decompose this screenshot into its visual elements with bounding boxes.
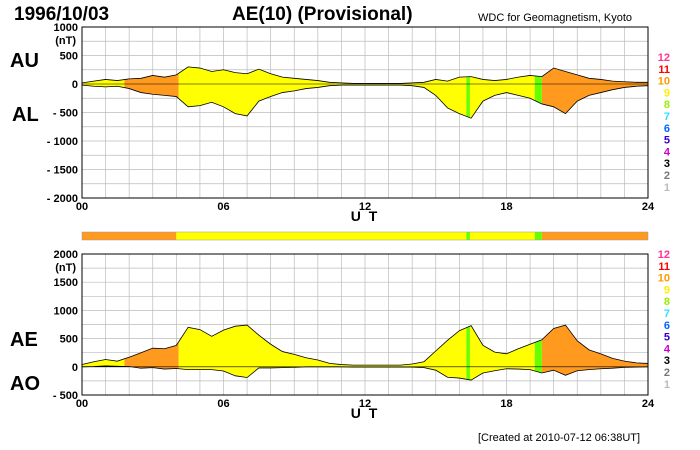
legend-level-2: 2 [664,367,670,379]
chart-title: AE(10) (Provisional) [232,4,413,25]
fill-segment [466,66,470,119]
ae-label: AE [10,329,38,351]
fill-segment [466,325,470,381]
legend-level-1: 1 [664,182,670,194]
activity-bar-segment [541,232,648,240]
y-axis-unit: (nT) [55,262,76,274]
fill-segment [534,325,542,381]
legend-level-6: 6 [664,320,670,332]
legend-level-8: 8 [664,296,670,308]
activity-bar-segment [466,232,470,240]
y-tick-label: 500 [60,51,78,63]
x-tick-label: 06 [217,201,229,213]
activity-bar-segment [534,232,542,240]
legend-level-10: 10 [658,76,670,88]
series-line-AU [81,66,648,84]
y-tick-label: - 1000 [47,136,78,148]
x-tick-label: 00 [76,398,88,410]
legend-level-2: 2 [664,170,670,182]
y-axis-unit: (nT) [55,35,76,47]
y-tick-label: 0 [72,79,78,91]
x-tick-label: 12 [359,398,371,410]
y-tick-label: - 1500 [47,165,78,177]
legend-level-5: 5 [664,135,670,147]
x-tick-label: 18 [500,398,512,410]
y-tick-label: 0 [72,362,78,374]
legend-level-1: 1 [664,379,670,391]
legend-level-6: 6 [664,123,670,135]
legend-level-12: 12 [658,249,670,261]
legend-level-8: 8 [664,99,670,111]
legend-level-4: 4 [664,343,671,355]
y-tick-label: - 2000 [47,193,78,205]
date-label: 1996/10/03 [14,4,110,25]
panel-2 [81,253,649,396]
activity-bar-segment [82,232,177,240]
legend-level-9: 9 [664,284,670,296]
activity-bar-frame [81,231,649,241]
x-tick-label: 24 [642,398,655,410]
y-tick-label: - 500 [53,390,78,402]
plot-frame [81,26,649,199]
legend-level-3: 3 [664,158,670,170]
x-axis-label: U T [351,405,380,421]
x-axis-label: U T [351,208,380,224]
x-tick-label: 12 [359,201,371,213]
y-tick-label: 500 [60,334,78,346]
activity-bar-segment [469,232,535,240]
ao-label: AO [10,373,40,395]
x-tick-label: 24 [642,201,655,213]
y-tick-label: 1000 [54,22,78,34]
fill-segment [534,66,542,119]
legend-level-12: 12 [658,52,670,64]
legend-level-7: 7 [664,111,670,123]
legend-level-5: 5 [664,332,670,344]
legend-level-3: 3 [664,355,670,367]
plot-frame [81,253,649,396]
x-tick-label: 18 [500,201,512,213]
legend-level-10: 10 [658,273,670,285]
au-label: AU [10,50,39,72]
legend-level-11: 11 [658,261,670,273]
y-tick-label: 2000 [54,249,78,261]
x-tick-label: 00 [76,201,88,213]
series-line-AL [81,84,649,119]
al-label: AL [12,104,39,126]
series-line-AE [81,324,649,366]
legend-level-4: 4 [664,146,671,158]
organization-label: WDC for Geomagnetism, Kyoto [478,12,633,24]
legend-level-9: 9 [664,87,670,99]
y-tick-label: 1000 [54,305,78,317]
panel-1 [81,26,649,199]
x-tick-label: 06 [217,398,229,410]
y-tick-label: - 500 [53,108,78,120]
activity-bar [81,231,649,241]
y-tick-label: 1500 [54,277,78,289]
legend-level-7: 7 [664,308,670,320]
activity-bar-segment [176,232,467,240]
created-timestamp: [Created at 2010-07-12 06:38UT] [478,432,641,444]
legend-level-11: 11 [658,64,670,76]
